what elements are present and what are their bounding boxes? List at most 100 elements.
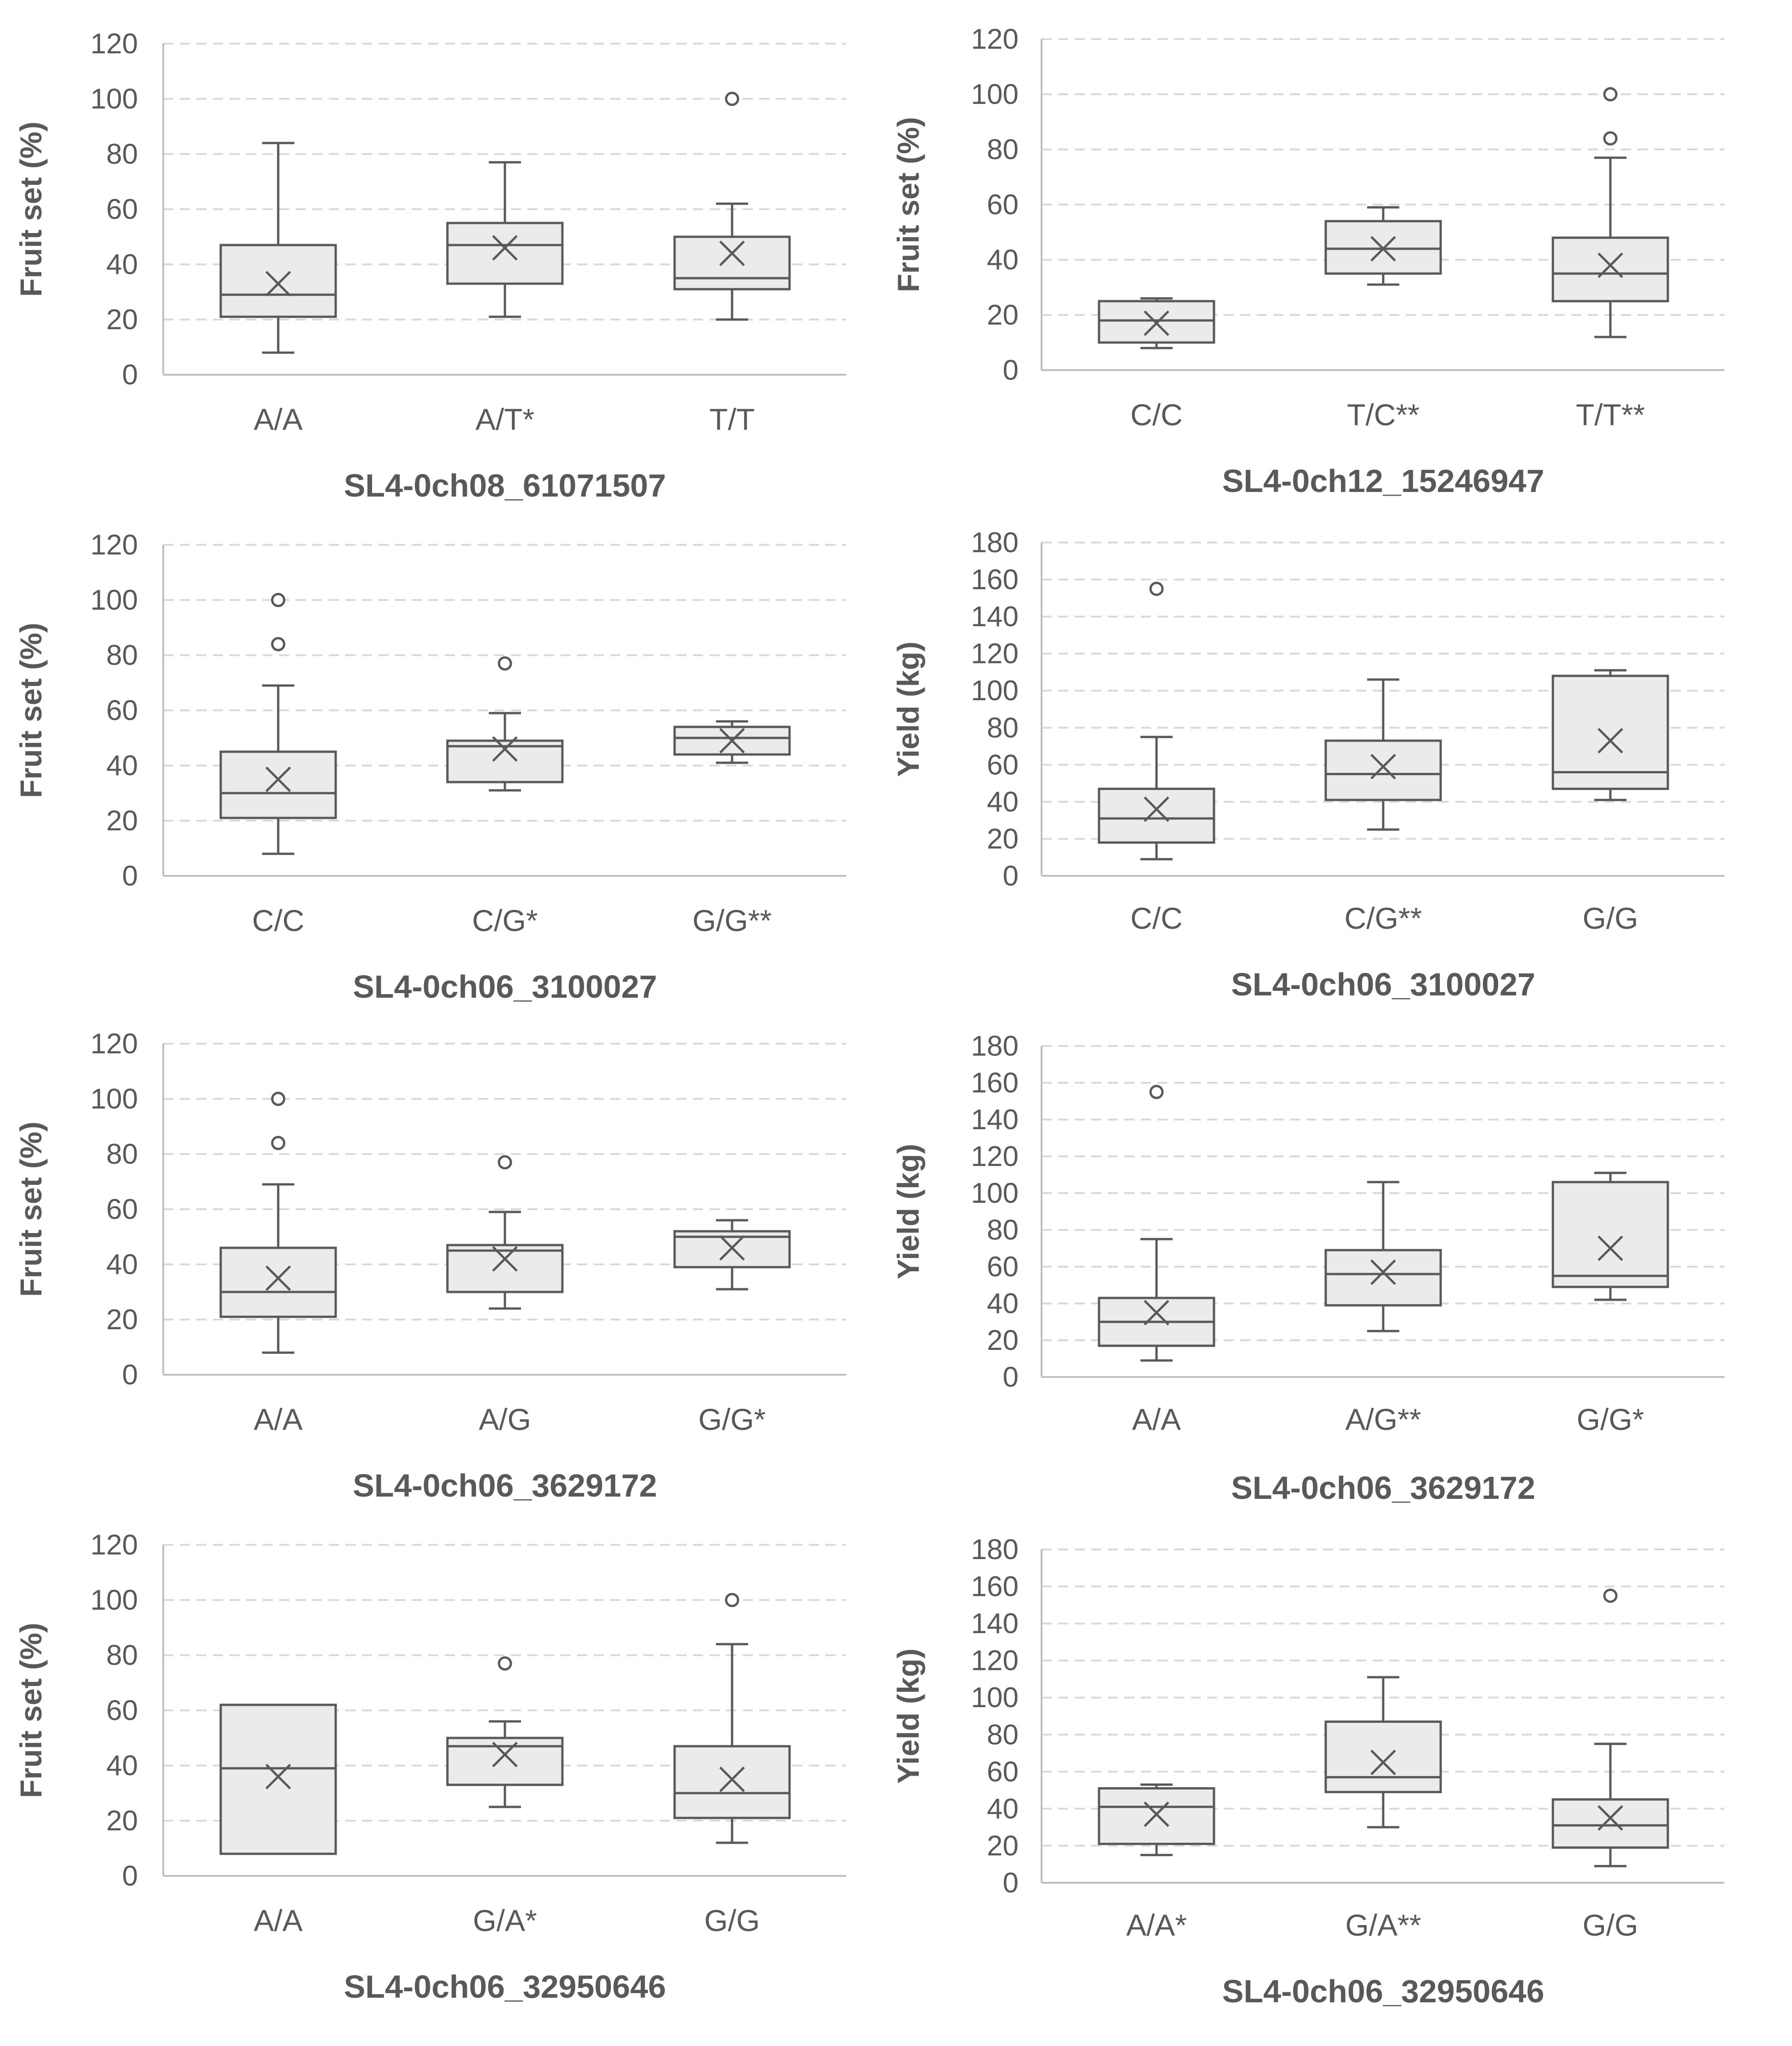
mean-marker	[1370, 236, 1396, 262]
box-3	[673, 1219, 791, 1291]
y-tick-label: 60	[987, 1251, 1019, 1283]
box-1	[219, 1092, 337, 1354]
category-label: C/C	[1130, 901, 1183, 935]
iqr-box	[1098, 1787, 1215, 1845]
y-tick-label: 60	[106, 194, 138, 225]
category-label: T/T**	[1576, 398, 1645, 432]
y-axis-label: Yield (kg)	[891, 1144, 925, 1280]
outlier-point	[271, 1136, 286, 1150]
outlier-point	[498, 1656, 512, 1671]
y-tick-label: 0	[122, 1860, 138, 1892]
box-plot-panel: 0 20 40 60 80 100 120 140 160 180 Yield (kg) A/A* G/…	[891, 1534, 1724, 2009]
y-tick-label: 20	[106, 1304, 138, 1336]
category-label: T/T	[710, 402, 755, 436]
box-plot-panel: 0 20 40 60 80 100 120 Fruit set (%) C/C T/C** T/T*…	[891, 23, 1724, 499]
y-tick-label: 40	[106, 1249, 138, 1280]
category-label: A/A	[1132, 1402, 1181, 1436]
y-tick-label: 40	[987, 786, 1019, 818]
category-label: T/C**	[1347, 398, 1420, 432]
y-axis-label: Fruit set (%)	[14, 1121, 48, 1297]
category-label: A/A	[254, 402, 303, 436]
category-label: G/G*	[1577, 1402, 1644, 1436]
y-tick-label: 20	[987, 823, 1019, 855]
y-tick-label: 60	[987, 189, 1019, 221]
y-tick-label: 80	[106, 138, 138, 170]
mean-marker	[1370, 754, 1396, 780]
iqr-box	[219, 1246, 337, 1318]
y-tick-label: 0	[1003, 354, 1019, 386]
mean-marker	[719, 1766, 745, 1792]
mean-marker	[719, 728, 745, 754]
box-2	[446, 1656, 564, 1808]
box-plot-panel: 0 20 40 60 80 100 120 140 160 180 Yield (kg) A/A A/G…	[891, 1030, 1724, 1506]
box-2	[1324, 1181, 1442, 1332]
category-label: G/G	[1582, 901, 1638, 935]
y-tick-label: 60	[106, 1194, 138, 1225]
marker-title: SL4-0ch06_3100027	[1231, 966, 1535, 1002]
y-axis-label: Yield (kg)	[891, 1648, 925, 1784]
category-label: G/A*	[473, 1903, 537, 1937]
box-3	[1552, 1172, 1669, 1301]
mean-marker	[265, 1764, 291, 1789]
y-tick-label: 120	[971, 1141, 1019, 1172]
marker-title: SL4-0ch06_32950646	[1222, 1973, 1545, 2009]
box-3	[673, 1593, 791, 1844]
y-tick-label: 80	[106, 640, 138, 671]
box-3	[673, 91, 791, 321]
marker-title: SL4-0ch06_3629172	[1231, 1470, 1535, 1506]
mean-marker	[492, 1246, 518, 1272]
y-tick-label: 20	[106, 304, 138, 336]
category-label: A/G	[479, 1402, 531, 1436]
box-2	[1324, 1676, 1442, 1829]
iqr-box	[1552, 1181, 1669, 1288]
y-tick-label: 20	[987, 1830, 1019, 1862]
y-tick-label: 40	[987, 244, 1019, 276]
iqr-box	[446, 1737, 564, 1786]
category-label: A/G**	[1345, 1402, 1421, 1436]
y-tick-label: 160	[971, 564, 1019, 596]
mean-marker	[1144, 796, 1169, 822]
outlier-point	[1149, 582, 1164, 596]
y-tick-label: 100	[91, 83, 138, 115]
box-1	[1098, 1085, 1215, 1362]
outlier-point	[1603, 1589, 1618, 1603]
y-tick-label: 120	[91, 1529, 138, 1561]
outlier-point	[1603, 87, 1618, 102]
category-label: G/G**	[693, 903, 772, 937]
mean-marker	[1370, 1749, 1396, 1775]
iqr-box	[1552, 1798, 1669, 1849]
category-label: A/A	[254, 1402, 303, 1436]
y-axis-label: Fruit set (%)	[891, 117, 925, 292]
y-tick-label: 60	[987, 1756, 1019, 1788]
y-tick-label: 40	[106, 750, 138, 782]
mean-marker	[1597, 1235, 1623, 1261]
y-tick-label: 160	[971, 1067, 1019, 1099]
category-label: G/A**	[1345, 1908, 1421, 1942]
y-tick-label: 140	[971, 1104, 1019, 1136]
iqr-box	[673, 1745, 791, 1819]
y-tick-label: 80	[987, 1719, 1019, 1751]
iqr-box	[1098, 788, 1215, 844]
mean-marker	[265, 766, 291, 792]
y-tick-label: 100	[971, 1682, 1019, 1714]
iqr-box	[1324, 1720, 1442, 1794]
iqr-box	[446, 222, 564, 285]
iqr-box	[1552, 236, 1669, 303]
y-tick-label: 40	[987, 1288, 1019, 1320]
y-tick-label: 100	[971, 79, 1019, 110]
box-2	[446, 161, 564, 318]
category-label: A/A*	[1126, 1908, 1187, 1942]
mean-marker	[265, 271, 291, 297]
y-axis-label: Yield (kg)	[891, 641, 925, 777]
box-2	[1324, 206, 1442, 286]
category-label: C/C	[252, 903, 304, 937]
mean-marker	[1597, 252, 1623, 278]
box-plot-panel: 0 20 40 60 80 100 120 Fruit set (%) A/A A/G G/G* SL…	[14, 1028, 846, 1503]
y-tick-label: 20	[987, 1325, 1019, 1356]
marker-title: SL4-0ch06_3100027	[353, 969, 657, 1005]
box-3	[1552, 87, 1669, 338]
mean-marker	[492, 1742, 518, 1767]
mean-marker	[1144, 1801, 1169, 1827]
box-1	[219, 1703, 337, 1855]
outlier-point	[1149, 1085, 1164, 1099]
